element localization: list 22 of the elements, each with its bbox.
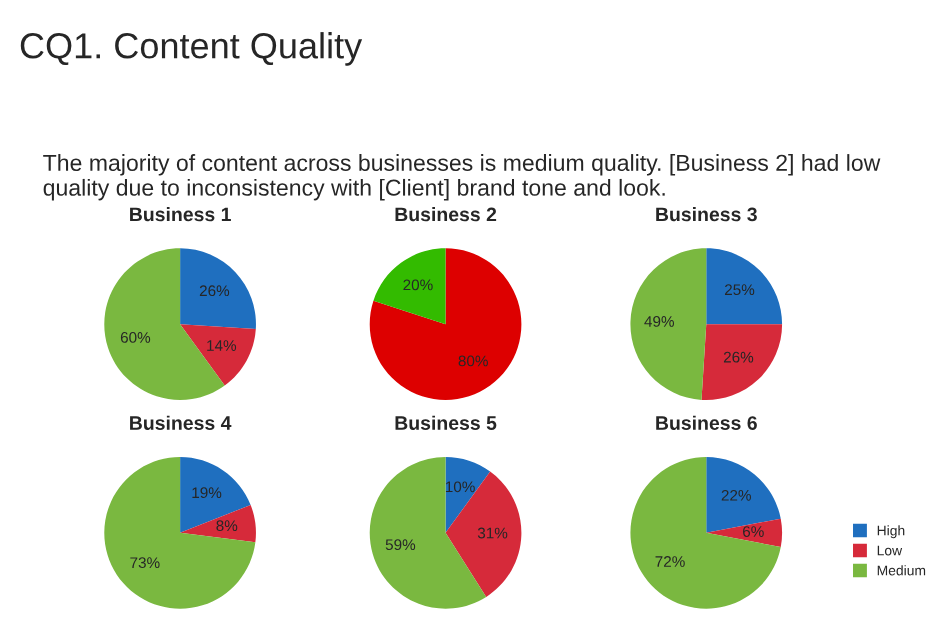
chart-title: Business 4 [130, 415, 232, 430]
chart-title: Business 3 [656, 206, 757, 222]
pie-slice [180, 457, 251, 533]
pie-slice [706, 457, 781, 533]
pie-slice [373, 248, 446, 325]
pie-slice [104, 457, 256, 609]
pie-slice [180, 324, 256, 386]
pie-slice [445, 471, 522, 597]
pie-slice [630, 457, 781, 609]
text: CQ1. Content Quality [20, 32, 363, 66]
chart-title: Business 6 [656, 415, 757, 430]
pie-slice [369, 248, 522, 401]
pie-slice [706, 248, 783, 325]
pie-slice [701, 324, 783, 401]
chart-title: Business 5 [395, 415, 497, 430]
pie-slice [630, 248, 707, 400]
chart-title: Business 1 [130, 206, 231, 222]
text: The majority of content across businesses is medium quality. [Business 2] had low quality due to inconsistency with [Client] brand tone and look. [43, 154, 881, 201]
pie-slice [180, 248, 256, 329]
chart-title: Business 2 [395, 206, 497, 222]
pie-slice [706, 518, 783, 548]
pie-slice [180, 504, 256, 543]
